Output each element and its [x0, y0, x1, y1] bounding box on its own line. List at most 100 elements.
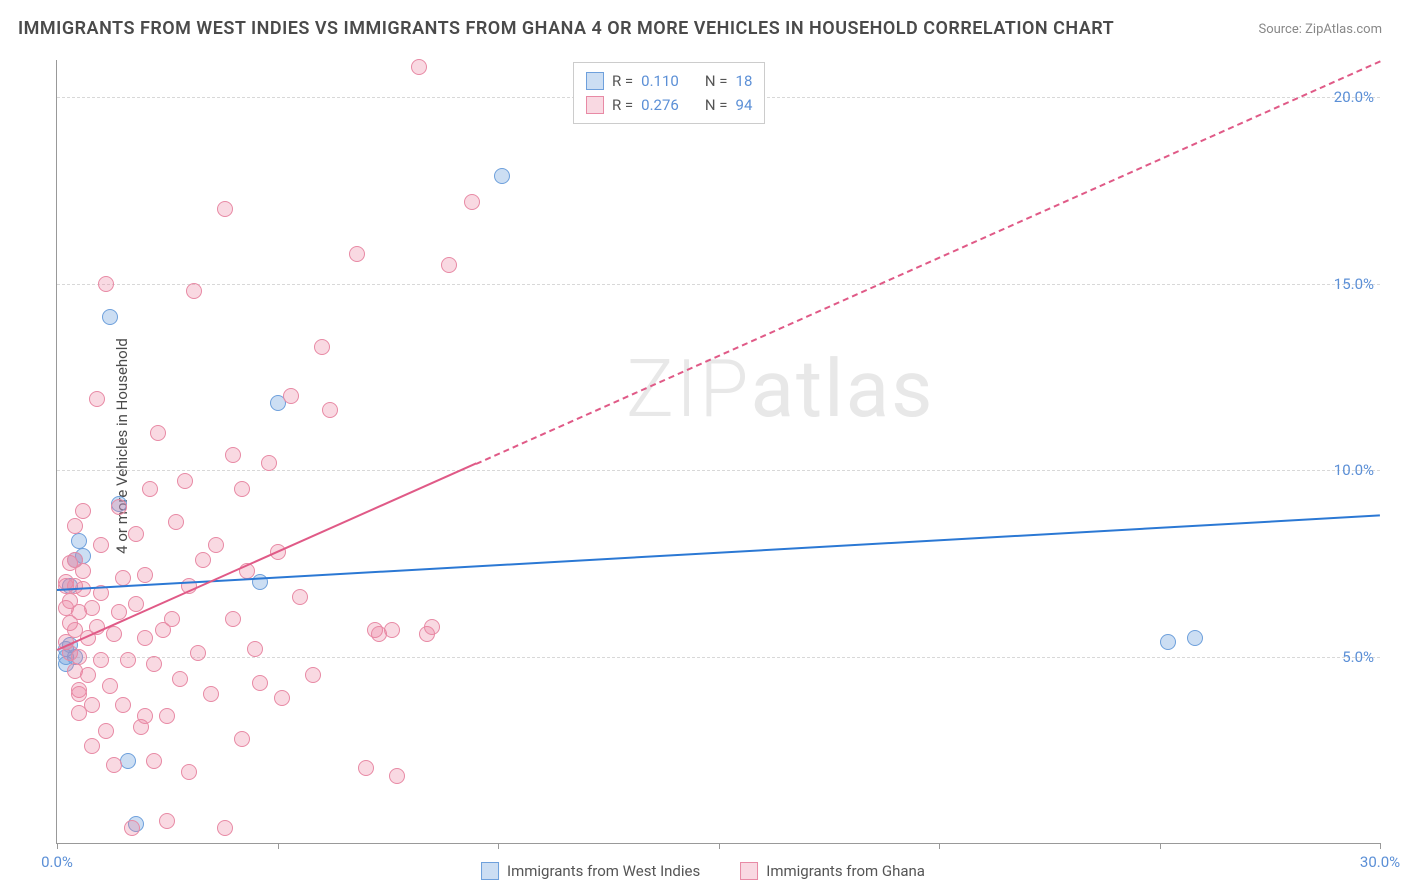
scatter-point-ghana [168, 514, 184, 530]
r-value: 0.110 [641, 69, 679, 93]
scatter-point-ghana [208, 537, 224, 553]
x-tick-label: 0.0% [41, 853, 73, 871]
scatter-point-ghana [159, 813, 175, 829]
plot-area: ZIPatlas 5.0%10.0%15.0%20.0%0.0%30.0%R =… [56, 60, 1380, 844]
scatter-point-ghana [411, 59, 427, 75]
scatter-point-ghana [137, 630, 153, 646]
scatter-point-west_indies [494, 168, 510, 184]
x-tick [1160, 843, 1161, 849]
scatter-point-ghana [67, 518, 83, 534]
scatter-point-ghana [225, 611, 241, 627]
scatter-point-ghana [292, 589, 308, 605]
legend-swatch [586, 96, 604, 114]
scatter-point-ghana [358, 760, 374, 776]
scatter-point-ghana [71, 649, 87, 665]
source-label: Source: ZipAtlas.com [1258, 22, 1382, 37]
scatter-point-ghana [84, 738, 100, 754]
y-tick-label: 5.0% [1334, 648, 1374, 666]
scatter-point-ghana [93, 652, 109, 668]
legend-label: Immigrants from West Indies [507, 862, 700, 880]
scatter-point-ghana [111, 499, 127, 515]
scatter-point-west_indies [102, 309, 118, 325]
scatter-point-ghana [384, 622, 400, 638]
scatter-point-ghana [84, 600, 100, 616]
scatter-point-ghana [71, 686, 87, 702]
x-tick [57, 843, 58, 849]
scatter-point-ghana [150, 425, 166, 441]
scatter-point-ghana [195, 552, 211, 568]
stats-legend-row: R = 0.276 N = 94 [586, 93, 752, 117]
r-label: R = [612, 93, 633, 117]
watermark: ZIPatlas [626, 342, 934, 436]
scatter-point-ghana [464, 194, 480, 210]
gridline [57, 470, 1380, 471]
scatter-point-ghana [349, 246, 365, 262]
stats-legend-row: R = 0.110 N = 18 [586, 69, 752, 93]
scatter-point-ghana [274, 690, 290, 706]
n-label: N = [705, 93, 728, 117]
scatter-point-ghana [181, 764, 197, 780]
scatter-point-ghana [441, 257, 457, 273]
bottom-legend-item: Immigrants from West Indies [481, 862, 700, 880]
scatter-point-ghana [247, 641, 263, 657]
r-label: R = [612, 69, 633, 93]
scatter-point-ghana [75, 563, 91, 579]
scatter-point-ghana [137, 567, 153, 583]
scatter-point-ghana [283, 388, 299, 404]
x-tick [939, 843, 940, 849]
legend-swatch [481, 862, 499, 880]
scatter-point-ghana [89, 391, 105, 407]
scatter-point-ghana [93, 537, 109, 553]
scatter-point-ghana [252, 675, 268, 691]
x-tick [1380, 843, 1381, 849]
scatter-point-ghana [172, 671, 188, 687]
scatter-point-ghana [137, 708, 153, 724]
y-tick-label: 10.0% [1326, 461, 1374, 479]
scatter-point-ghana [305, 667, 321, 683]
scatter-point-west_indies [1187, 630, 1203, 646]
x-tick [498, 843, 499, 849]
scatter-point-ghana [120, 652, 136, 668]
bottom-legend: Immigrants from West Indies Immigrants fr… [481, 862, 925, 880]
scatter-point-ghana [146, 656, 162, 672]
y-tick-label: 20.0% [1326, 88, 1374, 106]
scatter-point-ghana [128, 526, 144, 542]
scatter-point-ghana [177, 473, 193, 489]
scatter-point-ghana [424, 619, 440, 635]
trend-line-solid [57, 463, 477, 651]
scatter-point-ghana [314, 339, 330, 355]
n-value: 94 [736, 93, 753, 117]
scatter-point-ghana [115, 570, 131, 586]
scatter-point-ghana [146, 753, 162, 769]
scatter-point-west_indies [71, 533, 87, 549]
legend-swatch [740, 862, 758, 880]
r-value: 0.276 [641, 93, 679, 117]
bottom-legend-item: Immigrants from Ghana [740, 862, 925, 880]
scatter-point-ghana [98, 276, 114, 292]
scatter-point-ghana [190, 645, 206, 661]
scatter-point-ghana [106, 757, 122, 773]
scatter-point-ghana [217, 201, 233, 217]
scatter-point-ghana [234, 731, 250, 747]
scatter-point-ghana [389, 768, 405, 784]
scatter-point-ghana [186, 283, 202, 299]
x-tick [278, 843, 279, 849]
stats-legend: R = 0.110 N = 18 R = 0.276 N = 94 [573, 62, 765, 124]
n-value: 18 [736, 69, 753, 93]
scatter-point-ghana [142, 481, 158, 497]
scatter-point-ghana [84, 697, 100, 713]
legend-label: Immigrants from Ghana [766, 862, 925, 880]
scatter-point-ghana [225, 447, 241, 463]
scatter-point-ghana [80, 667, 96, 683]
legend-swatch [586, 72, 604, 90]
scatter-point-ghana [106, 626, 122, 642]
scatter-point-ghana [234, 481, 250, 497]
scatter-point-ghana [111, 604, 127, 620]
gridline [57, 284, 1380, 285]
n-label: N = [705, 69, 728, 93]
chart-container: IMMIGRANTS FROM WEST INDIES VS IMMIGRANT… [0, 0, 1406, 892]
x-tick [719, 843, 720, 849]
scatter-point-ghana [159, 708, 175, 724]
scatter-point-ghana [98, 723, 114, 739]
scatter-point-ghana [115, 697, 131, 713]
